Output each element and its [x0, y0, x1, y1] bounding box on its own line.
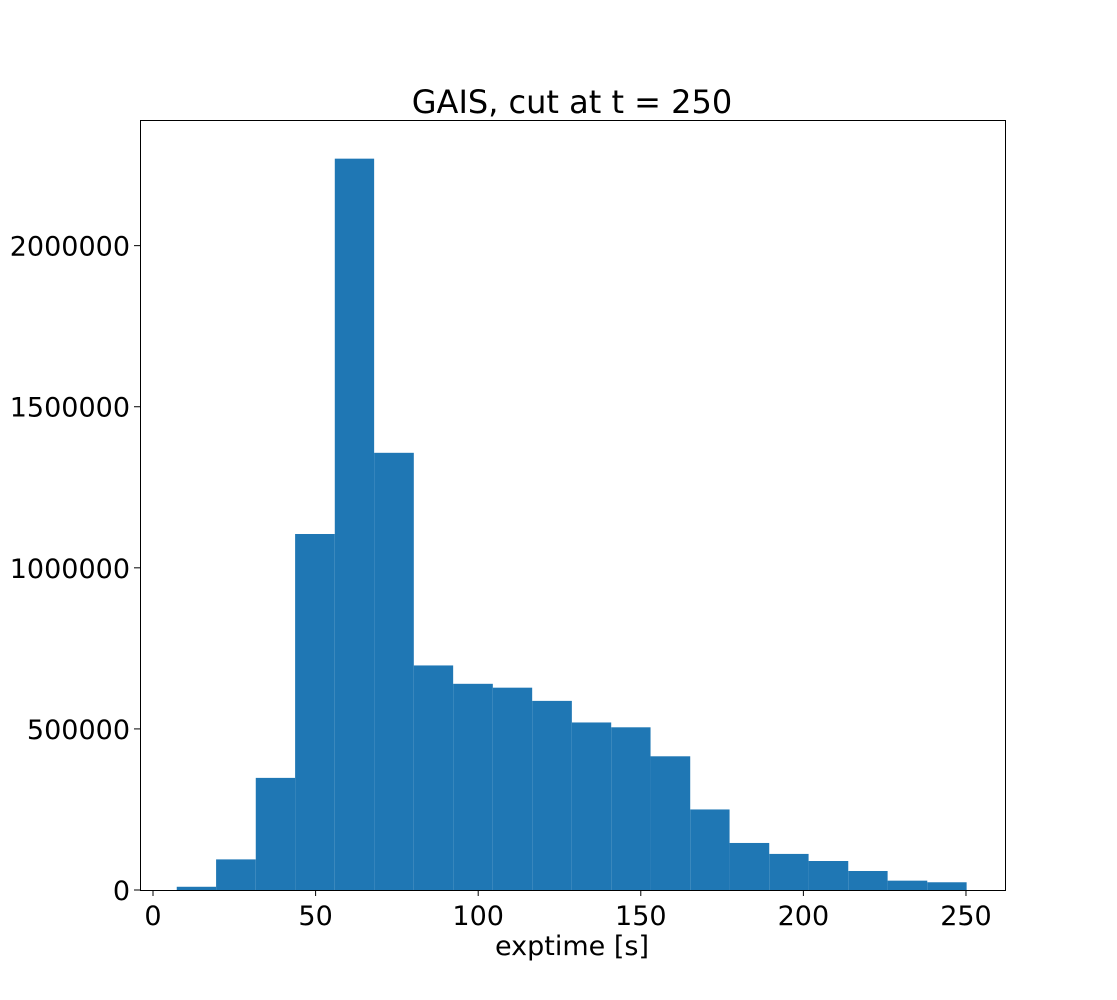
histogram-bar	[887, 880, 928, 890]
histogram-bars	[176, 158, 967, 891]
x-tick-label: 200	[778, 901, 830, 932]
histogram-bar	[848, 870, 888, 890]
histogram-bar	[532, 700, 572, 890]
histogram-bar	[729, 842, 770, 890]
x-tick-label: 250	[940, 901, 992, 932]
x-tick-label: 150	[615, 901, 667, 932]
x-tick-label: 0	[144, 901, 161, 932]
y-axis-ticks: 0 500000 1000000 1500000 2000000	[10, 232, 140, 907]
histogram-bar	[255, 777, 296, 890]
y-tick-label: 2000000	[10, 232, 130, 263]
y-tick-label: 1500000	[10, 393, 130, 424]
y-tick-label: 1000000	[10, 554, 130, 585]
histogram-bar	[769, 853, 809, 890]
x-axis-ticks: 0 50 100 150 200 250	[144, 890, 992, 932]
x-tick-label: 50	[298, 901, 332, 932]
histogram-bar	[374, 452, 414, 890]
histogram-bar	[650, 756, 691, 890]
histogram-bar	[176, 886, 217, 890]
histogram-bar	[334, 158, 375, 891]
histogram-bar	[453, 683, 493, 890]
histogram-bar	[492, 687, 533, 890]
histogram-bar	[216, 859, 256, 890]
histogram-bar	[611, 727, 651, 890]
y-tick-label: 0	[113, 876, 130, 907]
x-axis-label: exptime [s]	[495, 931, 649, 962]
histogram-bar	[413, 665, 454, 890]
plot-frame	[140, 120, 1006, 891]
histogram-bar	[571, 722, 612, 890]
chart-title: GAIS, cut at t = 250	[412, 83, 732, 121]
y-tick-label: 500000	[27, 715, 130, 746]
x-tick-label: 100	[452, 901, 504, 932]
histogram-bar	[927, 882, 967, 890]
histogram-bar	[690, 809, 730, 890]
histogram-bar	[295, 533, 335, 890]
histogram-bar	[808, 861, 849, 890]
